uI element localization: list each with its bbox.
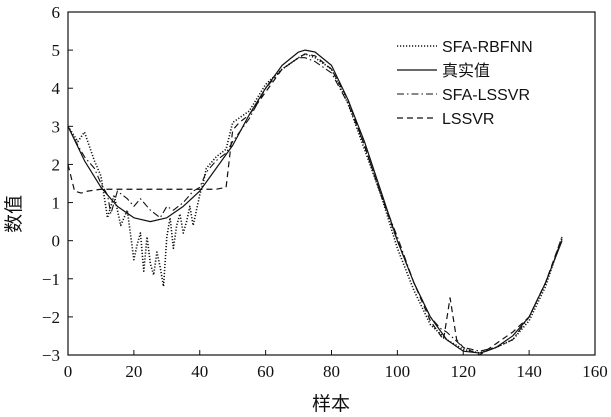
x-axis-ticks: 0 20 40 60 80 100 120 140 160 xyxy=(64,350,608,381)
y-tick-label: −1 xyxy=(42,270,60,289)
y-tick-label: 3 xyxy=(52,117,61,136)
x-tick-label: 160 xyxy=(582,362,608,381)
series-line-1 xyxy=(67,53,563,354)
x-tick-label: 20 xyxy=(125,362,142,381)
legend: SFA-RBFNN 真实值 SFA-LSSVR LSSVR xyxy=(397,39,533,128)
x-tick-label: 60 xyxy=(257,362,274,381)
series-line-2 xyxy=(67,49,563,354)
y-tick-label: 1 xyxy=(52,194,61,213)
legend-label: SFA-LSSVR xyxy=(442,87,530,104)
y-tick-label: 4 xyxy=(52,79,61,98)
series-line-4 xyxy=(67,53,563,356)
series-line-3 xyxy=(67,57,563,352)
y-axis-title: 数值 xyxy=(3,195,25,233)
series-layer xyxy=(67,49,563,356)
x-tick-label: 40 xyxy=(191,362,208,381)
x-tick-label: 140 xyxy=(516,362,542,381)
y-tick-label: −2 xyxy=(42,308,60,327)
x-tick-label: 120 xyxy=(451,362,477,381)
legend-label: SFA-RBFNN xyxy=(442,39,533,56)
y-tick-label: −3 xyxy=(42,346,60,365)
plot-frame xyxy=(67,11,596,356)
y-tick-label: 0 xyxy=(52,232,61,251)
y-tick-label: 6 xyxy=(52,3,61,22)
legend-label: 真实值 xyxy=(442,62,490,80)
y-axis-ticks: −3 −2 −1 0 1 2 3 4 5 6 xyxy=(42,3,73,365)
x-axis-title: 样本 xyxy=(312,393,350,415)
legend-label: LSSVR xyxy=(442,111,494,128)
y-tick-label: 2 xyxy=(52,155,61,174)
x-tick-label: 100 xyxy=(385,362,411,381)
x-tick-label: 0 xyxy=(64,362,73,381)
x-tick-label: 80 xyxy=(323,362,340,381)
y-tick-label: 5 xyxy=(52,41,61,60)
